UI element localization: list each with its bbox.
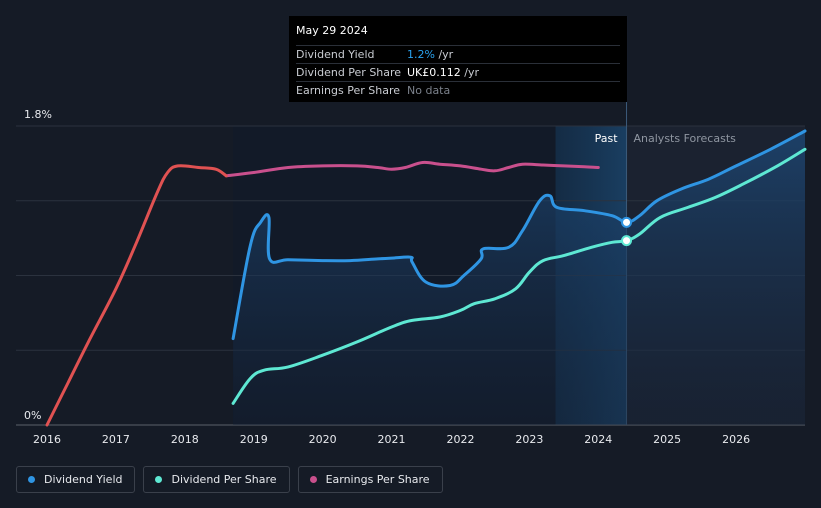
y-axis-label-min: 0%: [24, 409, 41, 422]
legend: Dividend Yield Dividend Per Share Earnin…: [16, 466, 443, 493]
y-axis-label-max: 1.8%: [24, 108, 52, 121]
dividend-yield-line: [231, 129, 807, 341]
x-axis-tick-label: 2020: [309, 433, 337, 446]
legend-item-dividend-per-share[interactable]: Dividend Per Share: [143, 466, 290, 493]
x-axis-tick-label: 2025: [653, 433, 681, 446]
x-axis-tick-label: 2021: [378, 433, 406, 446]
x-axis-tick-label: 2018: [171, 433, 199, 446]
tooltip-unit: /yr: [460, 66, 480, 79]
dividend-yield-area: [233, 131, 806, 425]
x-axis-tick-label: 2024: [584, 433, 612, 446]
dividend-yield-marker: [621, 216, 633, 228]
x-axis-tick-label: 2026: [722, 433, 750, 446]
x-axis-tick-label: 2017: [102, 433, 130, 446]
forecast-label: Analysts Forecasts: [634, 132, 737, 145]
x-axis-tick-label: 2016: [33, 433, 61, 446]
legend-dot: [309, 476, 317, 483]
legend-item-earnings-per-share[interactable]: Earnings Per Share: [297, 466, 443, 493]
tooltip-value: 1.2%: [407, 48, 435, 61]
earnings-per-share-earlier-line: [45, 164, 228, 427]
tooltip-label: Dividend Per Share: [296, 66, 402, 79]
tooltip-value: No data: [407, 84, 451, 97]
earnings-per-share-line: [224, 160, 600, 178]
dividend-per-share-marker: [621, 235, 633, 247]
x-axis-tick-label: 2022: [446, 433, 474, 446]
tooltip-row-dividend-yield: Dividend Yield 1.2% /yr: [296, 45, 620, 63]
legend-item-dividend-yield[interactable]: Dividend Yield: [16, 466, 136, 493]
tooltip-unit: /yr: [434, 48, 454, 61]
tooltip-value: UK£0.112: [407, 66, 461, 79]
legend-dot: [155, 476, 163, 483]
tooltip-date: May 29 2024: [296, 24, 368, 37]
tooltip-label: Earnings Per Share: [296, 84, 401, 97]
legend-label: Dividend Yield: [44, 473, 123, 486]
past-label: Past: [595, 132, 619, 145]
legend-dot: [28, 476, 35, 483]
tooltip-label: Dividend Yield: [296, 48, 375, 61]
x-axis-tick-label: 2019: [240, 433, 268, 446]
dividend-per-share-line: [231, 147, 807, 405]
tooltip-row-dividend-per-share: Dividend Per Share UK£0.112 /yr: [296, 63, 620, 81]
legend-label: Earnings Per Share: [325, 473, 430, 486]
legend-label: Dividend Per Share: [171, 473, 277, 486]
tooltip: May 29 2024 Dividend Yield 1.2% /yr Divi…: [289, 16, 627, 102]
x-axis-tick-label: 2023: [515, 433, 543, 446]
tooltip-row-earnings-per-share: Earnings Per Share No data: [296, 81, 620, 99]
